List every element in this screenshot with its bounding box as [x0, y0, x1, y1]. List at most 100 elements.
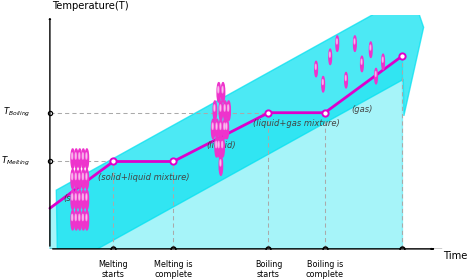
Circle shape [213, 101, 217, 120]
Circle shape [86, 214, 87, 221]
Circle shape [75, 169, 78, 189]
Text: Time: Time [443, 251, 468, 261]
Circle shape [214, 105, 215, 111]
Circle shape [86, 194, 87, 200]
Circle shape [227, 105, 229, 111]
Text: Melting
starts: Melting starts [98, 260, 128, 279]
Circle shape [219, 119, 223, 139]
Circle shape [221, 137, 224, 157]
Circle shape [78, 169, 82, 189]
Circle shape [82, 169, 85, 189]
Circle shape [72, 194, 73, 200]
Circle shape [218, 87, 219, 93]
Text: Melting is
complete: Melting is complete [154, 260, 193, 279]
Circle shape [382, 57, 383, 62]
Circle shape [223, 101, 227, 120]
Circle shape [75, 190, 78, 209]
Circle shape [79, 153, 80, 159]
Circle shape [85, 149, 89, 169]
Circle shape [85, 210, 89, 230]
Circle shape [71, 149, 75, 169]
Circle shape [75, 153, 76, 159]
Circle shape [78, 190, 82, 209]
Circle shape [336, 36, 339, 51]
Circle shape [218, 141, 219, 148]
Polygon shape [50, 56, 402, 249]
Circle shape [336, 39, 337, 44]
Circle shape [75, 173, 76, 179]
Circle shape [219, 101, 223, 120]
Circle shape [78, 149, 82, 169]
Circle shape [86, 173, 87, 179]
Circle shape [217, 83, 220, 102]
Circle shape [79, 173, 80, 179]
Circle shape [218, 137, 221, 157]
Circle shape [85, 190, 89, 209]
Circle shape [86, 153, 87, 159]
Text: Boiling is
complete: Boiling is complete [306, 260, 344, 279]
Circle shape [220, 105, 221, 111]
Polygon shape [56, 0, 424, 271]
Circle shape [370, 45, 371, 50]
Text: (gas): (gas) [351, 105, 372, 114]
Circle shape [375, 68, 378, 84]
Circle shape [354, 36, 356, 51]
Circle shape [227, 101, 230, 120]
Circle shape [215, 119, 219, 139]
Text: $T_{Melting}$: $T_{Melting}$ [1, 155, 30, 168]
Circle shape [71, 169, 75, 189]
Circle shape [220, 123, 221, 129]
Circle shape [223, 119, 227, 139]
Text: Boiling
starts: Boiling starts [255, 260, 282, 279]
Text: (liquid): (liquid) [206, 141, 236, 150]
Circle shape [329, 49, 332, 64]
Circle shape [222, 87, 223, 93]
Circle shape [75, 149, 78, 169]
Circle shape [345, 76, 346, 80]
Circle shape [221, 83, 225, 102]
Circle shape [71, 190, 75, 209]
Circle shape [82, 190, 85, 209]
Text: (liquid+gas mixture): (liquid+gas mixture) [253, 119, 340, 129]
Text: (solid): (solid) [63, 193, 90, 203]
Circle shape [370, 42, 372, 57]
Circle shape [361, 56, 363, 72]
Circle shape [216, 141, 217, 148]
Circle shape [219, 156, 223, 175]
Circle shape [354, 39, 355, 44]
Text: (solid+liquid mixture): (solid+liquid mixture) [98, 173, 189, 182]
Circle shape [322, 80, 323, 85]
Circle shape [224, 105, 225, 111]
Circle shape [345, 73, 348, 88]
Circle shape [82, 210, 85, 230]
Circle shape [78, 210, 82, 230]
Circle shape [72, 153, 73, 159]
Circle shape [212, 123, 213, 129]
Circle shape [224, 123, 225, 129]
Circle shape [226, 123, 227, 129]
Text: $T_{Boiling}$: $T_{Boiling}$ [3, 106, 30, 119]
Circle shape [82, 149, 85, 169]
Text: Temperature(T): Temperature(T) [52, 1, 129, 11]
Circle shape [329, 52, 330, 57]
Circle shape [75, 210, 78, 230]
Circle shape [225, 119, 228, 139]
Circle shape [85, 169, 89, 189]
Circle shape [220, 160, 221, 166]
Circle shape [382, 54, 385, 70]
Circle shape [212, 119, 215, 139]
Circle shape [79, 194, 80, 200]
Circle shape [216, 123, 217, 129]
Circle shape [79, 214, 80, 221]
Circle shape [322, 76, 325, 92]
Circle shape [72, 214, 73, 221]
Circle shape [215, 137, 219, 157]
Circle shape [375, 71, 376, 76]
Circle shape [72, 173, 73, 179]
Circle shape [315, 64, 316, 69]
Circle shape [71, 210, 75, 230]
Circle shape [222, 141, 223, 148]
Circle shape [75, 214, 76, 221]
Circle shape [315, 61, 318, 77]
Circle shape [361, 59, 362, 64]
